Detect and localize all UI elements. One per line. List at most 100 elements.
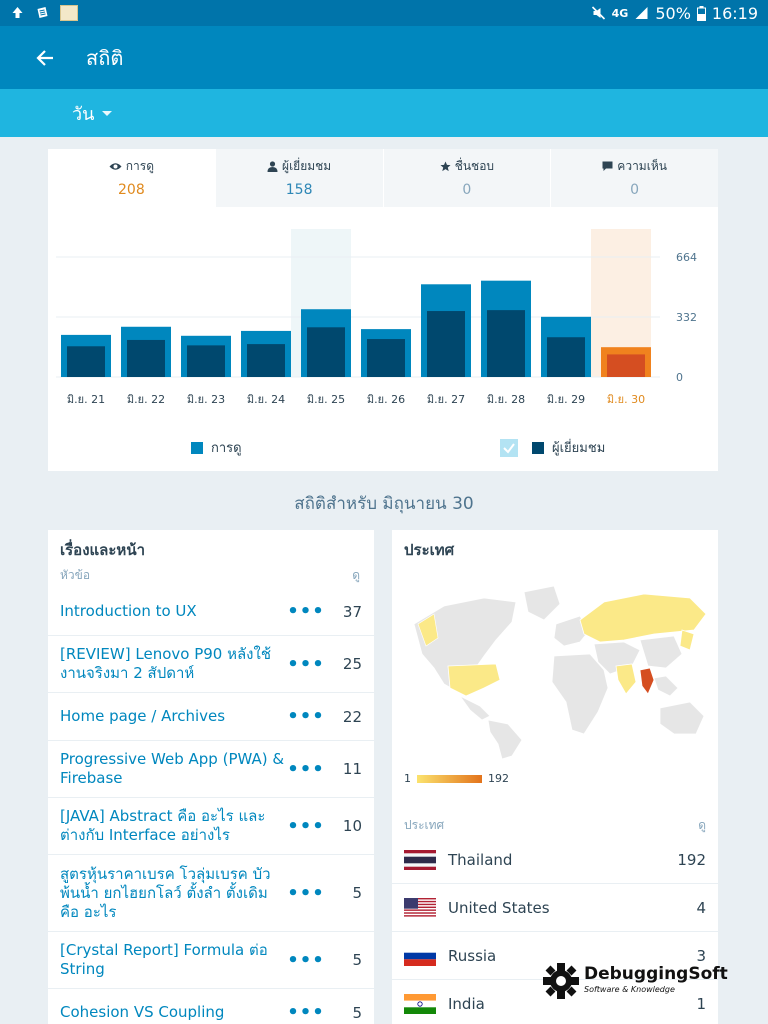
country-row[interactable]: United States 4	[392, 884, 718, 932]
country-views: 4	[696, 898, 706, 917]
app-thumbnail-icon	[60, 5, 78, 21]
stats-date-heading: สถิติสำหรับ มิถุนายน 30	[294, 494, 474, 514]
period-bar: วัน	[0, 89, 768, 137]
bar-visitors[interactable]	[187, 345, 225, 377]
x-tick-label: มิ.ย. 27	[427, 393, 465, 406]
post-views: 10	[342, 817, 362, 835]
russia-flag-icon	[404, 945, 436, 966]
legend-label: ผู้เยี่ยมชม	[552, 441, 606, 456]
more-options-icon[interactable]: •••	[287, 815, 325, 837]
posts-list: Introduction to UX ••• 37 [REVIEW] Lenovo P…	[48, 588, 374, 1024]
post-views: 5	[352, 884, 362, 902]
checkbox-checked-icon[interactable]	[500, 438, 518, 457]
scale-max: 192	[488, 772, 509, 785]
x-tick-label: มิ.ย. 30	[607, 393, 645, 406]
countries-card: ประเทศ 1	[392, 530, 718, 1024]
map-scale-legend: 1 192	[404, 772, 509, 785]
eye-icon	[109, 163, 122, 170]
upload-icon	[12, 7, 23, 18]
bar-visitors[interactable]	[487, 310, 525, 377]
mute-icon	[591, 6, 605, 20]
chevron-down-icon	[102, 110, 113, 116]
bar-visitors[interactable]	[367, 339, 405, 377]
post-title-link[interactable]: สูตรหุ้นราคาเบรค โวลุ่มเบรค บัวพ้นน้ำ ยก…	[60, 864, 271, 921]
post-title-link[interactable]: Home page / Archives	[60, 707, 226, 725]
post-row[interactable]: Introduction to UX ••• 37	[48, 588, 374, 636]
post-row[interactable]: [JAVA] Abstract คือ อะไร และ ต่างกับ Int…	[48, 798, 374, 855]
post-title-link[interactable]: [REVIEW] Lenovo P90 หลังใช้งานจริงมา 2 ส…	[60, 645, 272, 682]
tab-value: 0	[630, 182, 640, 198]
legend-swatch	[191, 441, 203, 454]
column-header: หัวข้อ ดู	[48, 560, 374, 588]
bar-visitors[interactable]	[247, 344, 285, 377]
country-row[interactable]: India 1	[392, 980, 718, 1024]
gear-logo-icon	[543, 963, 579, 999]
post-row[interactable]: Progressive Web App (PWA) & Firebase ••• 1…	[48, 741, 374, 798]
post-row[interactable]: สูตรหุ้นราคาเบรค โวลุ่มเบรค บัวพ้นน้ำ ยก…	[48, 855, 374, 932]
more-options-icon[interactable]: •••	[287, 1002, 325, 1023]
post-title-link[interactable]: [JAVA] Abstract คือ อะไร และ ต่างกับ Int…	[60, 807, 266, 844]
more-options-icon[interactable]: •••	[287, 653, 325, 675]
bar-visitors[interactable]	[547, 337, 585, 377]
app-bar: สถิติ	[0, 26, 768, 89]
tab-comments[interactable]: ความเห็น 0	[550, 149, 718, 207]
x-tick-label: มิ.ย. 22	[127, 393, 165, 406]
y-tick-label: 664	[676, 251, 697, 264]
status-bar: 4G 50% 16:19	[0, 0, 768, 26]
column-header: ประเทศ ดู	[404, 816, 706, 835]
usa-flag-icon	[404, 897, 436, 918]
watermark-tagline: Software & Knowledge	[584, 985, 675, 994]
post-row[interactable]: Cohesion VS Coupling ••• 5	[48, 989, 374, 1024]
card-title: ประเทศ	[404, 541, 455, 559]
thailand-flag-icon	[404, 849, 436, 870]
tab-likes[interactable]: ชื่นชอบ 0	[382, 149, 551, 207]
post-views: 37	[342, 602, 362, 621]
more-options-icon[interactable]: •••	[287, 758, 325, 780]
posts-pages-card: เรื่องและหน้า หัวข้อ ดู Introduction to …	[48, 530, 374, 1024]
page-title: สถิติ	[86, 45, 124, 70]
person-icon	[267, 161, 278, 172]
country-row[interactable]: Thailand 192	[392, 836, 718, 884]
legend-label: การดู	[211, 441, 242, 456]
bar-visitors[interactable]	[127, 339, 165, 377]
more-options-icon[interactable]: •••	[287, 949, 325, 971]
x-tick-label: มิ.ย. 25	[307, 393, 345, 406]
bar-visitors[interactable]	[67, 346, 105, 377]
post-row[interactable]: [Crystal Report] Formula ต่อ String ••• 5	[48, 932, 374, 989]
x-tick-label: มิ.ย. 24	[247, 393, 285, 406]
column-views: ดู	[698, 818, 706, 832]
legend-item-visitors[interactable]: ผู้เยี่ยมชม	[500, 437, 605, 458]
post-views: 5	[352, 1003, 362, 1022]
world-map[interactable]	[404, 584, 708, 760]
bar-visitors[interactable]	[307, 327, 345, 377]
post-row[interactable]: Home page / Archives ••• 22	[48, 693, 374, 741]
tab-label: การดู	[125, 159, 154, 173]
back-button[interactable]	[30, 43, 60, 73]
post-title-link[interactable]: Progressive Web App (PWA) & Firebase	[60, 750, 285, 787]
notes-icon	[37, 7, 48, 18]
legend-item-views[interactable]: การดู	[191, 437, 242, 458]
chart-legend: การดู ผู้เยี่ยมชม	[48, 437, 718, 457]
bar-visitors[interactable]	[607, 354, 645, 377]
column-country: ประเทศ	[404, 818, 445, 832]
x-tick-label: มิ.ย. 23	[187, 393, 225, 406]
bar-visitors[interactable]	[427, 311, 465, 377]
india-flag-icon	[404, 993, 436, 1014]
post-title-link[interactable]: Introduction to UX	[60, 602, 197, 620]
scale-min: 1	[404, 772, 411, 785]
tab-value: 158	[285, 182, 313, 198]
watermark-name: DebuggingSoft	[584, 964, 728, 984]
tab-visitors[interactable]: ผู้เยี่ยมชม 158	[214, 149, 383, 207]
period-dropdown[interactable]: วัน	[72, 99, 113, 128]
post-title-link[interactable]: [Crystal Report] Formula ต่อ String	[60, 941, 268, 978]
country-views: 3	[696, 946, 706, 965]
post-row[interactable]: [REVIEW] Lenovo P90 หลังใช้งานจริงมา 2 ส…	[48, 636, 374, 693]
tab-views[interactable]: การดู 208	[48, 149, 215, 207]
post-title-link[interactable]: Cohesion VS Coupling	[60, 1003, 225, 1021]
more-options-icon[interactable]: •••	[287, 882, 325, 904]
more-options-icon[interactable]: •••	[287, 706, 325, 727]
tab-label: ความเห็น	[617, 159, 667, 173]
post-views: 5	[352, 951, 362, 969]
more-options-icon[interactable]: •••	[287, 601, 325, 622]
x-tick-label: มิ.ย. 21	[67, 393, 105, 406]
